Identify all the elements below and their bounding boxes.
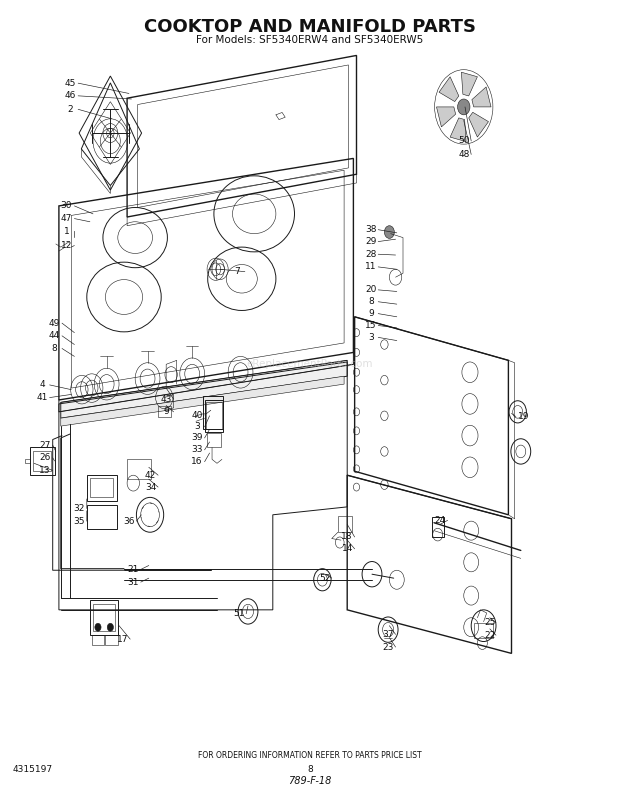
- Text: 27: 27: [39, 440, 50, 450]
- Text: 43: 43: [161, 394, 172, 404]
- Text: 8: 8: [51, 344, 58, 353]
- Text: 11: 11: [365, 262, 376, 272]
- Text: 52: 52: [319, 573, 330, 583]
- Bar: [87, 505, 117, 529]
- Text: 25: 25: [484, 618, 495, 627]
- Text: 19: 19: [518, 412, 529, 421]
- Polygon shape: [61, 360, 347, 418]
- Text: For Models: SF5340ERW4 and SF5340ERW5: For Models: SF5340ERW4 and SF5340ERW5: [197, 35, 423, 44]
- Text: 51: 51: [233, 609, 244, 619]
- Bar: [205, 400, 223, 432]
- Text: 4: 4: [39, 380, 45, 390]
- Polygon shape: [61, 376, 344, 426]
- Text: 49: 49: [49, 318, 60, 328]
- Text: 8: 8: [307, 765, 313, 775]
- Circle shape: [458, 99, 470, 115]
- Text: 36: 36: [123, 516, 135, 526]
- Text: 37: 37: [383, 630, 394, 639]
- Text: 12: 12: [61, 241, 72, 250]
- Bar: [87, 475, 117, 501]
- Text: 33: 33: [192, 445, 203, 455]
- Text: 30: 30: [61, 201, 72, 211]
- Circle shape: [107, 623, 113, 631]
- Text: 44: 44: [49, 331, 60, 341]
- Text: 22: 22: [484, 630, 495, 640]
- Text: 47: 47: [61, 214, 72, 223]
- Text: 21: 21: [128, 565, 139, 574]
- Text: 789-F-18: 789-F-18: [288, 776, 332, 786]
- Bar: [206, 402, 222, 429]
- Polygon shape: [439, 77, 459, 101]
- Text: 41: 41: [37, 393, 48, 402]
- Text: 48: 48: [458, 150, 469, 159]
- Bar: [90, 478, 113, 497]
- Text: 38: 38: [365, 225, 376, 234]
- Bar: [93, 604, 115, 631]
- Text: 4315197: 4315197: [12, 765, 53, 775]
- Text: 40: 40: [192, 410, 203, 420]
- Text: 3: 3: [368, 333, 374, 342]
- Text: 9: 9: [163, 407, 169, 417]
- Polygon shape: [472, 87, 491, 107]
- Text: 45: 45: [64, 78, 76, 88]
- Text: FOR ORDERING INFORMATION REFER TO PARTS PRICE LIST: FOR ORDERING INFORMATION REFER TO PARTS …: [198, 751, 422, 760]
- Text: 26: 26: [39, 453, 50, 463]
- Text: 18: 18: [342, 532, 353, 542]
- Text: 31: 31: [128, 577, 139, 587]
- Bar: [127, 459, 151, 479]
- Text: 8: 8: [368, 297, 374, 307]
- Text: 23: 23: [383, 642, 394, 652]
- Circle shape: [384, 226, 394, 238]
- Text: 3: 3: [194, 422, 200, 432]
- Text: 20: 20: [365, 285, 376, 295]
- Bar: [92, 635, 104, 645]
- Polygon shape: [450, 118, 466, 142]
- Text: 7: 7: [234, 267, 241, 276]
- Bar: [158, 406, 170, 417]
- Polygon shape: [469, 112, 489, 137]
- Bar: [30, 447, 55, 475]
- Text: 13: 13: [39, 466, 50, 475]
- Polygon shape: [436, 107, 456, 127]
- Bar: [474, 623, 493, 638]
- Bar: [105, 635, 118, 645]
- Text: 1: 1: [63, 227, 69, 236]
- Text: eReplacementParts.com: eReplacementParts.com: [247, 360, 373, 369]
- Text: 32: 32: [74, 504, 85, 513]
- Text: 28: 28: [365, 249, 376, 259]
- Text: 2: 2: [67, 105, 73, 114]
- Text: 29: 29: [365, 237, 376, 246]
- Bar: [338, 516, 352, 532]
- Text: 15: 15: [365, 321, 376, 330]
- Text: 34: 34: [145, 482, 156, 492]
- Text: 35: 35: [74, 516, 85, 526]
- Text: 16: 16: [192, 457, 203, 466]
- Bar: [207, 433, 221, 447]
- Bar: [203, 396, 223, 429]
- Text: 24: 24: [435, 516, 446, 525]
- Text: 9: 9: [368, 309, 374, 318]
- Bar: [33, 451, 51, 471]
- Circle shape: [107, 128, 114, 138]
- Text: 14: 14: [342, 544, 353, 554]
- Text: COOKTOP AND MANIFOLD PARTS: COOKTOP AND MANIFOLD PARTS: [144, 18, 476, 36]
- Polygon shape: [461, 72, 477, 96]
- Text: 17: 17: [117, 634, 128, 644]
- Bar: [432, 517, 444, 537]
- Bar: [90, 600, 118, 635]
- Text: 50: 50: [458, 136, 469, 146]
- Text: 46: 46: [64, 91, 76, 101]
- Circle shape: [95, 623, 101, 631]
- Text: 39: 39: [192, 433, 203, 443]
- Text: 42: 42: [145, 470, 156, 480]
